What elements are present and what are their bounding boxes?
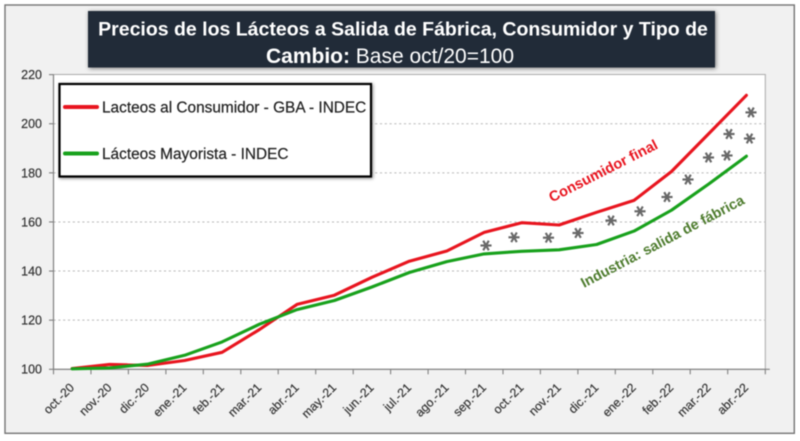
svg-text:220: 220 [21,68,42,82]
svg-text:180: 180 [21,166,42,180]
svg-text:Lácteos Mayorista - INDEC: Lácteos Mayorista - INDEC [102,146,288,163]
svg-text:160: 160 [21,215,42,229]
svg-text:Cambio: Base oct/20=100: Cambio: Base oct/20=100 [266,45,514,68]
svg-text:Lacteos al Consumidor - GBA -: Lacteos al Consumidor - GBA - INDEC [102,100,366,117]
svg-text:200: 200 [21,117,42,131]
svg-text:140: 140 [21,264,42,278]
svg-text:Precios de los Lácteos a Salid: Precios de los Lácteos a Salida de Fábri… [98,19,708,41]
svg-text:120: 120 [21,314,42,328]
svg-text:100: 100 [21,363,42,377]
